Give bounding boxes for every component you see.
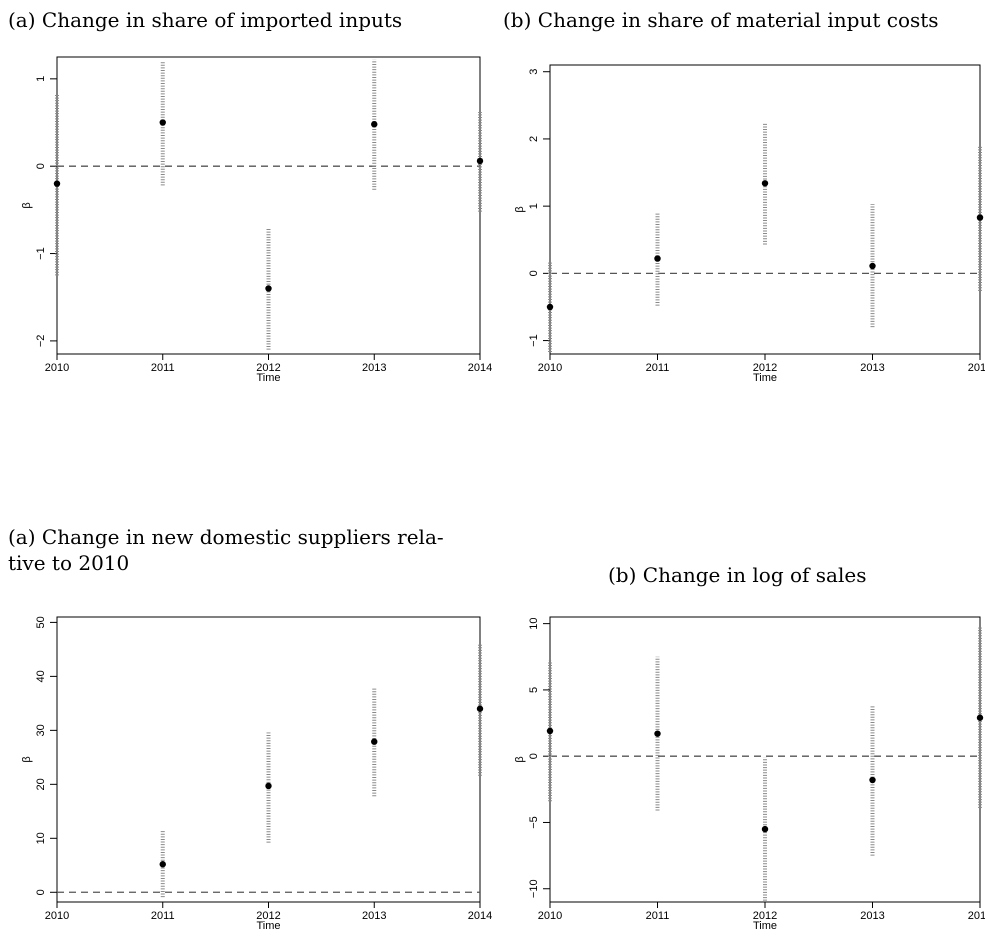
panel-b-bottom-caption: (b) Change in log of sales — [608, 563, 867, 587]
x-tick-label: 2011 — [646, 910, 670, 922]
y-tick-label: 10 — [528, 618, 540, 630]
panel-b-top-caption: (b) Change in share of material input co… — [503, 8, 939, 32]
point-estimate — [976, 214, 984, 221]
y-tick-label: −1 — [528, 334, 540, 347]
panel-a-bottom-caption-line2: tive to 2010 — [8, 551, 130, 575]
chart-imported-inputs: −2 −1 0 1 β 2010 2011 2012 2013 2014 Time — [21, 56, 492, 384]
point-estimate — [869, 262, 876, 270]
x-tick-label: 2011 — [151, 910, 175, 922]
y-tick-label: 1 — [35, 76, 47, 82]
y-tick-label: −2 — [35, 335, 47, 348]
x-tick-label: 2010 — [538, 910, 562, 922]
x-tick-label: 2014 — [468, 910, 492, 922]
x-tick-label: 2014 — [968, 910, 985, 922]
x-tick-label: 2011 — [151, 362, 175, 374]
y-tick-label: 1 — [528, 203, 540, 209]
x-tick-label: 2012 — [753, 362, 777, 374]
point-estimate — [159, 119, 166, 126]
point-estimate — [761, 825, 769, 833]
x-tick-label: 2012 — [256, 362, 280, 374]
chart-new-domestic-suppliers: 0 10 20 30 40 50 β 2010 2011 2012 2013 2014 Time — [21, 616, 492, 932]
y-axis-label: β — [21, 756, 33, 762]
x-tick-label: 2012 — [753, 910, 777, 922]
y-tick-label: 40 — [35, 670, 47, 682]
x-tick-label: 2014 — [968, 362, 985, 374]
y-axis-label: β — [21, 202, 33, 208]
x-axis-label: Time — [753, 372, 777, 384]
point-estimate — [654, 730, 661, 737]
y-tick-label: 50 — [35, 616, 47, 628]
point-estimate — [476, 157, 484, 165]
point-estimate — [761, 180, 769, 187]
x-tick-label: 2013 — [860, 362, 884, 374]
point-estimate — [159, 861, 166, 868]
x-tick-label: 2010 — [45, 910, 69, 922]
y-tick-label: 2 — [528, 136, 540, 142]
y-tick-label: 0 — [528, 753, 540, 759]
x-tick-label: 2010 — [45, 362, 69, 374]
y-axis-label: β — [514, 206, 526, 212]
panel-a-bottom-caption-line1: (a) Change in new domestic suppliers rel… — [8, 525, 444, 549]
y-tick-label: 0 — [35, 889, 47, 895]
point-estimate — [976, 714, 984, 721]
x-tick-label: 2011 — [646, 362, 670, 374]
panel-a-top-caption: (a) Change in share of imported inputs — [8, 8, 403, 32]
x-tick-label: 2014 — [468, 362, 492, 374]
y-tick-label: 10 — [35, 832, 47, 844]
point-estimate — [546, 727, 554, 735]
x-axis-label: Time — [256, 920, 280, 932]
point-estimate — [476, 705, 484, 712]
x-tick-label: 2013 — [362, 362, 386, 374]
x-tick-label: 2013 — [860, 910, 884, 922]
x-axis-label: Time — [256, 372, 280, 384]
point-estimate — [371, 121, 378, 128]
y-tick-label: −5 — [528, 816, 540, 829]
x-tick-label: 2012 — [256, 910, 280, 922]
point-estimate — [265, 782, 272, 790]
point-estimate — [53, 180, 61, 187]
y-tick-label: 3 — [528, 69, 540, 75]
x-tick-label: 2013 — [362, 910, 386, 922]
y-axis-label: β — [514, 756, 526, 762]
y-tick-label: 5 — [528, 687, 540, 693]
point-estimate — [265, 285, 272, 292]
point-estimate — [546, 303, 554, 311]
y-tick-label: 0 — [528, 270, 540, 276]
point-estimate — [371, 738, 378, 745]
plot-frame — [56, 616, 481, 903]
y-tick-label: 0 — [35, 163, 47, 169]
chart-log-sales: −10 −5 0 5 10 β 2010 2011 2012 2013 2014 Time — [514, 616, 985, 932]
y-tick-label: 20 — [35, 778, 47, 790]
x-axis-label: Time — [753, 920, 777, 932]
point-estimate — [654, 255, 661, 262]
y-tick-label: −10 — [528, 879, 540, 898]
chart-material-input-costs: −1 0 1 2 3 β 2010 2011 2012 2013 2014 Time — [514, 64, 985, 384]
y-tick-label: 30 — [35, 724, 47, 736]
point-estimate — [869, 776, 876, 784]
plot-frame — [549, 64, 981, 355]
plot-frame — [56, 56, 481, 355]
y-tick-label: −1 — [35, 247, 47, 260]
x-tick-label: 2010 — [538, 362, 562, 374]
